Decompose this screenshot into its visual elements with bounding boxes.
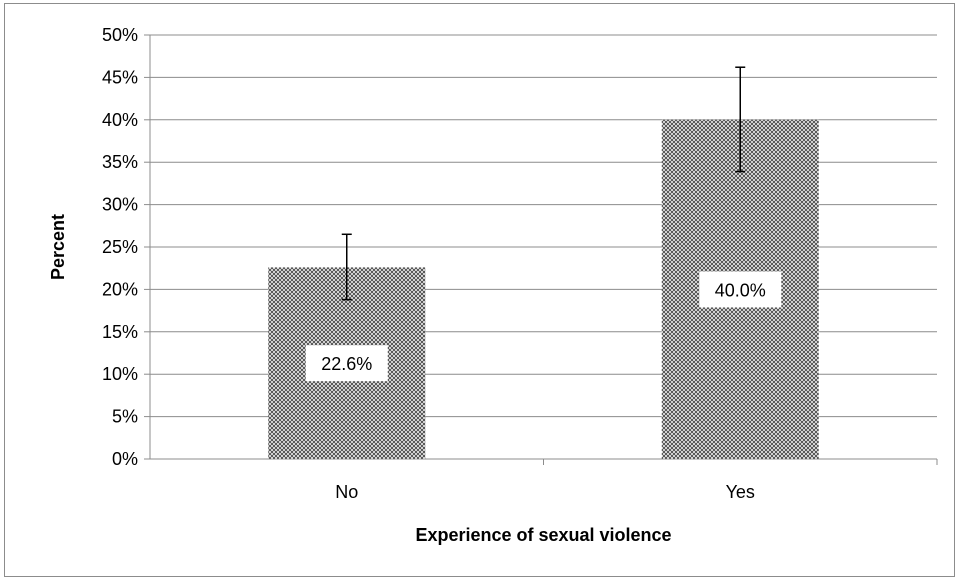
error-bars-group bbox=[341, 66, 746, 301]
y-tick-label: 40% bbox=[102, 110, 138, 130]
y-tick-label: 10% bbox=[102, 364, 138, 384]
y-axis-title: Percent bbox=[48, 214, 68, 280]
y-tick-label: 50% bbox=[102, 25, 138, 45]
y-tick-label: 35% bbox=[102, 152, 138, 172]
data-label-box bbox=[305, 345, 388, 382]
y-tick-label: 0% bbox=[112, 449, 138, 469]
y-tick-label: 30% bbox=[102, 195, 138, 215]
x-tick-label: Yes bbox=[726, 482, 755, 502]
y-tick-labels: 0% 5% 10% 15% 20% 25% 30% 35% 40% 45% 50% bbox=[102, 25, 138, 469]
y-tick-label: 5% bbox=[112, 407, 138, 427]
y-tick-label: 25% bbox=[102, 237, 138, 257]
data-labels-group: 22.6% 40.0% bbox=[305, 271, 782, 382]
x-tick-label: No bbox=[335, 482, 358, 502]
x-axis-title: Experience of sexual violence bbox=[415, 525, 671, 545]
data-label: 40.0% bbox=[715, 280, 766, 300]
x-tick-labels: No Yes bbox=[335, 482, 755, 502]
y-tick-label: 20% bbox=[102, 279, 138, 299]
y-tick-label: 15% bbox=[102, 322, 138, 342]
data-label-box bbox=[699, 271, 782, 308]
y-tick-label: 45% bbox=[102, 67, 138, 87]
data-label: 22.6% bbox=[321, 354, 372, 374]
